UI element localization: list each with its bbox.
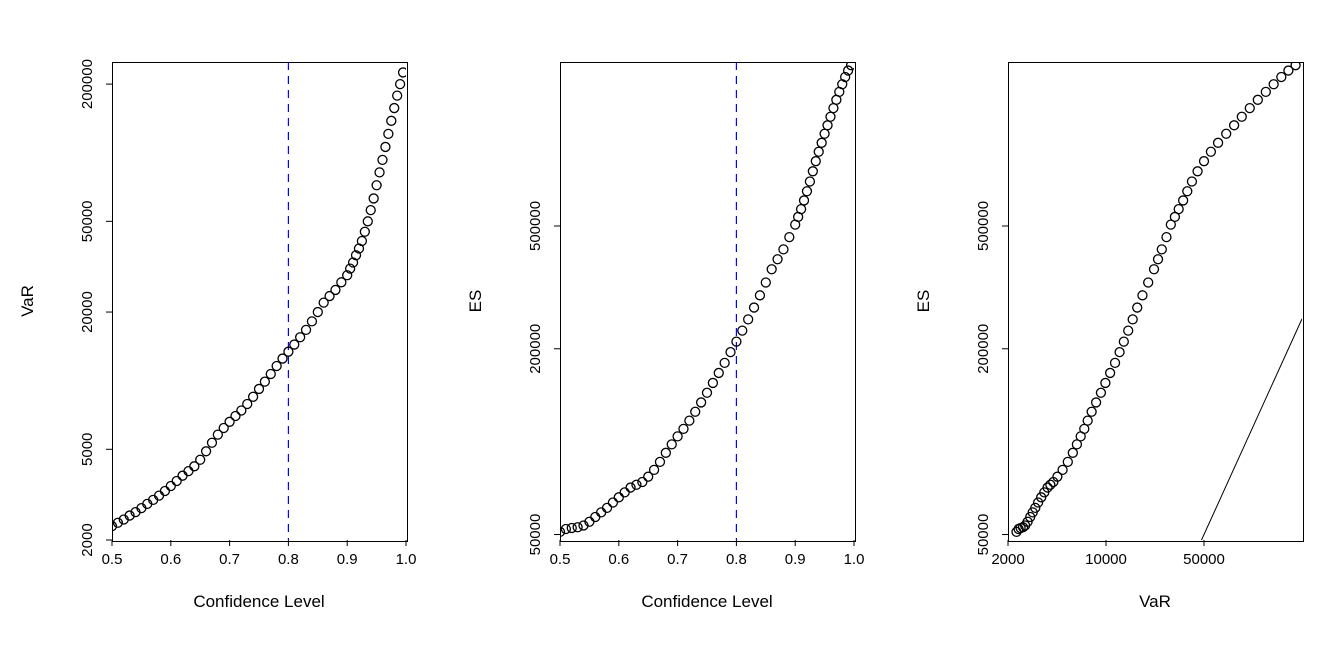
y-tick-label: 500000 bbox=[975, 201, 992, 251]
panel-es-vs-var: ESVaR2000100005000050000200000500000 bbox=[896, 0, 1344, 672]
x-tick-label: 0.6 bbox=[160, 551, 181, 568]
data-series bbox=[1012, 61, 1300, 537]
y-tick-label: 5000 bbox=[79, 433, 96, 466]
y-tick-label: 50000 bbox=[79, 200, 96, 242]
panel-var-vs-conf: VaRConfidence Level0.50.60.70.80.91.0200… bbox=[0, 0, 448, 672]
x-tick-label: 2000 bbox=[991, 551, 1024, 568]
x-tick-label: 0.8 bbox=[278, 551, 299, 568]
x-tick-label: 1.0 bbox=[844, 551, 865, 568]
y-tick-label: 20000 bbox=[79, 291, 96, 333]
y-tick-label: 200000 bbox=[975, 324, 992, 374]
x-tick-label: 0.6 bbox=[608, 551, 629, 568]
identity-line bbox=[1202, 319, 1302, 540]
panels-row: VaRConfidence Level0.50.60.70.80.91.0200… bbox=[0, 0, 1344, 672]
x-tick-label: 0.8 bbox=[726, 551, 747, 568]
panel-es-vs-conf: ESConfidence Level0.50.60.70.80.91.05000… bbox=[448, 0, 896, 672]
y-tick-label: 500000 bbox=[527, 201, 544, 251]
y-tick-label: 50000 bbox=[975, 514, 992, 556]
plot-svg: 0.5 0.6 0.7 0.8 0.9 1.0 50000 200000 500000 bbox=[448, 0, 896, 672]
plot-svg: 0.5 0.6 0.7 0.8 0.9 1.0 2000 5000 20000 50000 2000… bbox=[0, 0, 448, 672]
x-tick-label: 0.5 bbox=[550, 551, 571, 568]
x-tick-label: 0.9 bbox=[337, 551, 358, 568]
data-series bbox=[108, 68, 408, 531]
x-tick-label: 1.0 bbox=[396, 551, 417, 568]
x-tick-label: 0.5 bbox=[102, 551, 123, 568]
data-series bbox=[556, 61, 856, 537]
x-tick-label: 0.7 bbox=[667, 551, 688, 568]
x-tick-label: 0.7 bbox=[219, 551, 240, 568]
y-tick-label: 200000 bbox=[79, 59, 96, 109]
x-tick-label: 0.9 bbox=[785, 551, 806, 568]
x-tick-label: 50000 bbox=[1183, 551, 1225, 568]
y-tick-label: 50000 bbox=[527, 514, 544, 556]
y-tick-label: 2000 bbox=[79, 523, 96, 556]
x-tick-label: 10000 bbox=[1085, 551, 1127, 568]
y-tick-label: 200000 bbox=[527, 324, 544, 374]
plot-svg: 2000 10000 50000 50000 200000 500000 bbox=[896, 0, 1344, 672]
